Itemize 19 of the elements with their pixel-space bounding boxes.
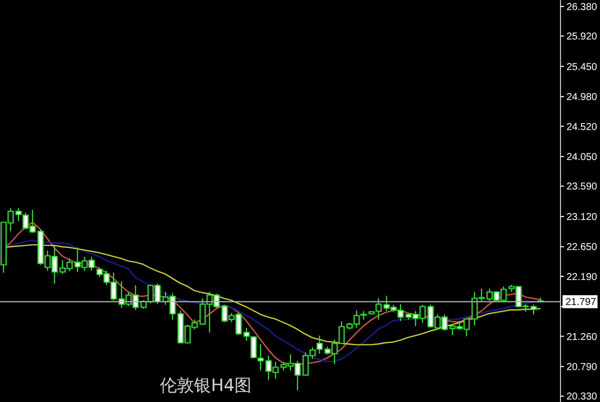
y-tick-label: 20.330 — [566, 392, 598, 402]
candlestick — [530, 304, 536, 315]
y-tick-label: 24.520 — [566, 122, 598, 133]
y-tick-label: 22.190 — [566, 272, 598, 283]
y-tick-label: 22.650 — [566, 242, 598, 254]
y-tick-label: 26.380 — [566, 2, 598, 13]
y-tick-label: 25.920 — [566, 32, 598, 43]
y-tick-label: 25.450 — [566, 62, 598, 73]
y-tick-label: 24.980 — [566, 92, 598, 104]
y-tick-label: 23.120 — [566, 212, 598, 223]
ref-line-label: 21.797 — [566, 297, 597, 308]
y-tick-label: 24.050 — [566, 152, 598, 164]
candlestick — [376, 298, 382, 320]
text: 伦敦银H4图 — [160, 376, 252, 396]
y-tick-label: 23.590 — [566, 182, 598, 193]
y-tick-label: 20.790 — [566, 362, 598, 374]
y-tick-label: 21.260 — [566, 332, 598, 343]
candlestick — [368, 310, 374, 315]
candlestick — [316, 335, 322, 354]
